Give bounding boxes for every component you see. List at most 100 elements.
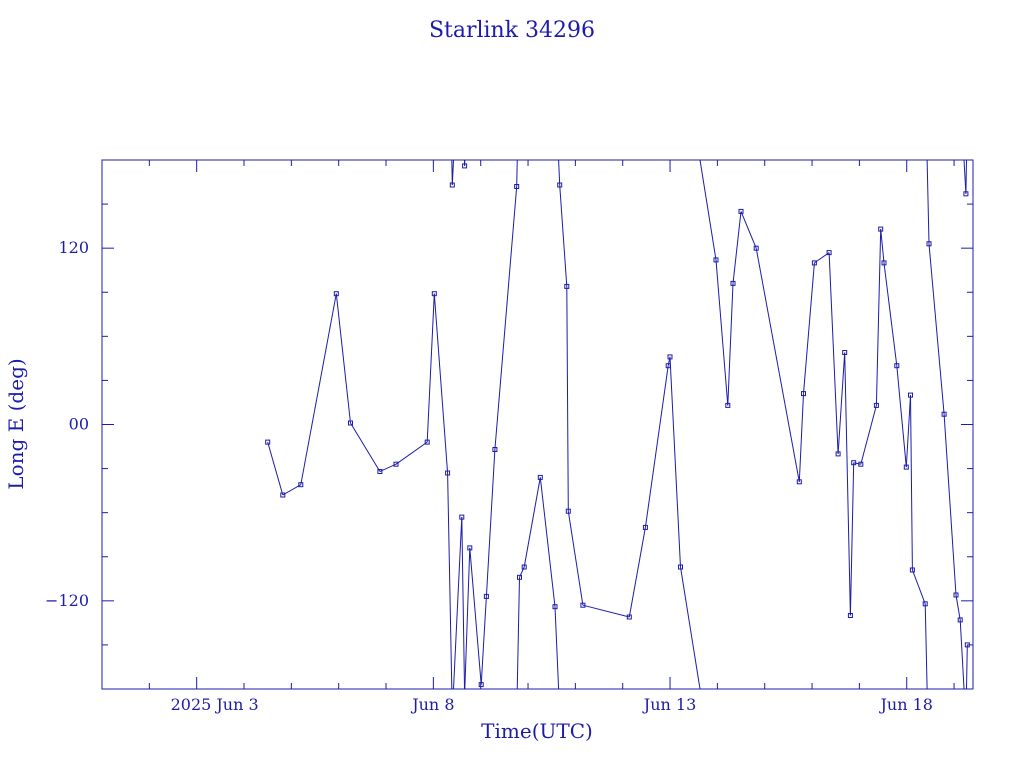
series-segment xyxy=(727,283,734,406)
data-point xyxy=(796,479,802,485)
series-segment xyxy=(582,604,630,618)
series-segment xyxy=(755,248,800,482)
data-point xyxy=(642,524,648,530)
data-point xyxy=(424,439,430,445)
series-segment xyxy=(943,414,957,596)
data-point xyxy=(835,451,841,457)
data-point xyxy=(665,363,671,369)
data-point xyxy=(667,354,673,360)
data-point xyxy=(459,514,465,520)
data-point xyxy=(517,574,522,580)
series-segment xyxy=(959,619,965,689)
series-segment xyxy=(883,262,898,366)
series-segment xyxy=(494,186,518,450)
data-point xyxy=(521,564,527,570)
data-point xyxy=(941,411,947,417)
data-point xyxy=(678,564,683,570)
data-point xyxy=(964,642,970,648)
series-segment xyxy=(461,517,466,689)
data-point xyxy=(738,208,744,214)
series-segment xyxy=(516,160,518,187)
series-segment xyxy=(844,352,851,616)
series-segment xyxy=(523,477,541,568)
series-segment xyxy=(447,472,453,689)
series-segment xyxy=(669,356,681,568)
series-segment xyxy=(559,184,568,287)
data-point xyxy=(903,464,909,470)
data-point xyxy=(851,460,857,466)
data-point xyxy=(265,439,271,445)
series-segment xyxy=(828,252,839,454)
data-point xyxy=(908,392,913,398)
series-segment xyxy=(335,293,351,424)
data-point xyxy=(557,182,563,188)
series-segment xyxy=(464,547,471,689)
y-tick-label: 00 xyxy=(69,415,89,434)
series-segment xyxy=(282,484,302,496)
x-tick-label: Jun 8 xyxy=(410,695,454,714)
data-point xyxy=(909,567,915,573)
series-segment xyxy=(896,365,907,468)
series-segment xyxy=(928,243,945,415)
data-point xyxy=(483,593,489,599)
series-segment xyxy=(680,566,701,689)
data-point xyxy=(565,508,571,514)
x-tick-label: Jun 18 xyxy=(878,695,932,714)
series-segment xyxy=(860,405,877,465)
series-segment xyxy=(395,441,428,465)
series-segment xyxy=(905,395,911,468)
series-segment xyxy=(849,462,855,616)
series-segment xyxy=(350,422,381,472)
data-point xyxy=(626,614,632,620)
y-axis-label: Long E (deg) xyxy=(4,358,28,489)
data-point xyxy=(492,447,498,452)
series-segment xyxy=(963,160,967,194)
data-point xyxy=(449,182,455,188)
series-segment xyxy=(485,449,496,597)
series-segment xyxy=(715,259,729,406)
data-point xyxy=(537,474,543,480)
series-segment xyxy=(300,293,337,485)
data-point xyxy=(333,291,339,297)
data-point xyxy=(280,492,286,498)
data-point xyxy=(467,545,473,551)
series-longitude xyxy=(265,160,970,689)
x-tick-label: 2025 Jun 3 xyxy=(171,695,259,714)
data-point xyxy=(753,245,759,251)
series-segment xyxy=(644,365,669,528)
data-point xyxy=(811,260,817,266)
data-point xyxy=(894,363,900,369)
data-point xyxy=(926,241,932,247)
series-segment xyxy=(566,286,569,512)
chart-title: Starlink 34296 xyxy=(429,18,595,43)
x-axis-label: Time(UTC) xyxy=(481,719,593,743)
data-point xyxy=(858,461,864,467)
axis-ticks xyxy=(102,160,973,689)
y-tick-label: 120 xyxy=(58,238,89,257)
data-point xyxy=(922,601,928,607)
data-point xyxy=(564,283,570,289)
data-point xyxy=(730,280,736,286)
y-tick-label: −120 xyxy=(45,591,89,610)
x-tick-label: Jun 13 xyxy=(642,695,696,714)
tick-labels: 2025 Jun 3 Jun 8 Jun 13 Jun 18 120 00 −120 xyxy=(45,238,933,714)
data-point xyxy=(713,257,719,263)
data-point xyxy=(348,420,353,426)
series-segment xyxy=(558,160,561,186)
data-point xyxy=(462,163,468,169)
series-segment xyxy=(853,462,861,465)
series-segment xyxy=(516,577,520,689)
data-point xyxy=(445,470,451,476)
series-segment xyxy=(469,547,482,685)
data-point xyxy=(963,191,969,197)
series-segment xyxy=(554,606,560,689)
series-segment xyxy=(379,463,397,472)
data-point xyxy=(393,461,399,467)
series-segment xyxy=(911,569,926,604)
series-segment xyxy=(926,160,930,244)
data-point xyxy=(826,250,832,256)
data-point xyxy=(957,617,963,623)
data-point xyxy=(953,592,959,598)
data-point xyxy=(873,402,879,408)
